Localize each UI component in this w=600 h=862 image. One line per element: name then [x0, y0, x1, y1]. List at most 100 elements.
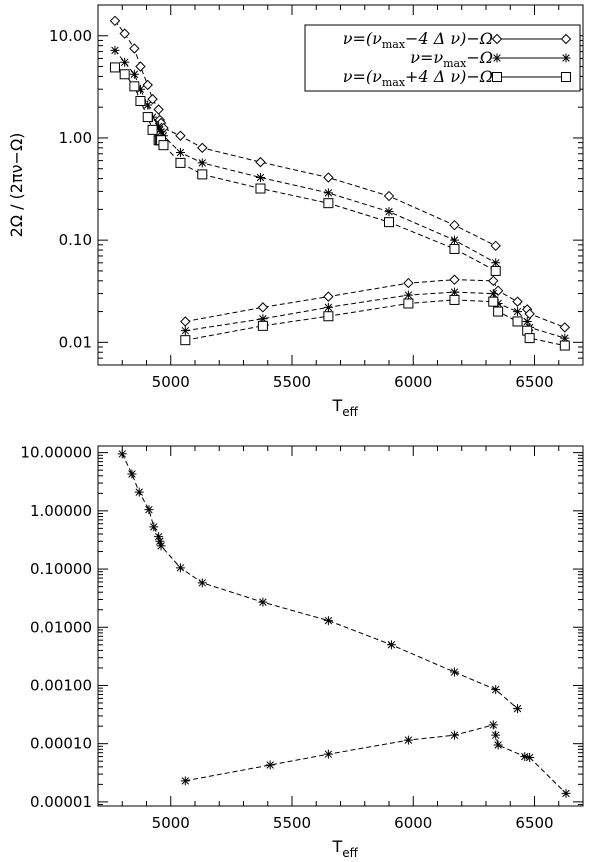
legend-marker	[491, 33, 503, 45]
series-0	[109, 15, 571, 333]
series-line-lower	[185, 279, 565, 328]
data-point	[403, 277, 414, 289]
data-point	[492, 285, 504, 296]
data-point	[255, 173, 265, 183]
x-tick-label: 5500	[273, 373, 311, 391]
data-point	[490, 265, 501, 276]
data-point	[512, 296, 523, 307]
y-axis-label: 2Ω / (2πν−Ω)	[7, 133, 26, 238]
data-point	[197, 578, 207, 588]
data-point	[156, 541, 166, 551]
y-tick-label: 0.00010	[30, 735, 92, 753]
series-line-upper	[121, 453, 518, 709]
data-point	[383, 190, 395, 202]
data-point	[156, 127, 166, 137]
legend-entry-label: ν=νmax−Ω	[410, 48, 493, 70]
data-point	[255, 156, 266, 168]
y-tick-label: 0.01000	[30, 618, 92, 636]
data-point	[493, 740, 503, 750]
data-point	[323, 188, 333, 198]
data-point	[175, 130, 186, 141]
data-point	[449, 243, 460, 254]
x-tick-label: 5000	[152, 814, 190, 832]
data-point	[109, 15, 121, 27]
data-point	[403, 298, 414, 309]
data-point	[154, 121, 164, 131]
data-point	[147, 124, 158, 135]
data-point	[403, 735, 413, 745]
series-line-lower	[185, 291, 565, 339]
data-point	[119, 69, 130, 80]
series-line-lower	[185, 724, 567, 794]
data-point	[180, 776, 190, 786]
bottom-panel: 5000 5500 6000 6500 0.00001 0.00010 0.00100 0.0…	[20, 444, 584, 860]
data-point	[153, 104, 164, 115]
data-point	[522, 316, 532, 326]
y-tick-label: 10.00000	[20, 444, 92, 462]
plot-frame	[97, 445, 584, 807]
data-point	[158, 140, 169, 151]
data-point	[323, 302, 333, 312]
data-point	[255, 183, 266, 194]
data-point	[180, 335, 191, 346]
data-point	[488, 289, 498, 299]
x-tick-label: 6500	[515, 814, 553, 832]
y-tick-label: 0.10	[59, 231, 92, 249]
data-point	[386, 640, 396, 650]
data-point	[197, 142, 208, 154]
y-tick-label: 1.00	[59, 129, 92, 147]
series-2	[109, 62, 570, 351]
data-point	[180, 326, 190, 336]
data-point	[488, 296, 499, 307]
data-point	[493, 306, 504, 317]
series-1	[110, 45, 570, 343]
data-point	[323, 172, 334, 183]
data-point	[512, 316, 523, 327]
data-point	[257, 302, 269, 313]
x-tick-label: 6500	[515, 373, 553, 391]
y-tick-label: 0.00001	[30, 793, 92, 811]
data-point	[135, 95, 146, 106]
data-point	[120, 57, 130, 67]
data-point	[144, 505, 154, 515]
legend-marker	[560, 33, 572, 45]
y-tick-label: 1.00000	[30, 502, 92, 520]
data-point	[449, 287, 459, 297]
data-point	[384, 217, 394, 228]
series-line-lower	[185, 299, 565, 347]
data-point	[449, 294, 460, 305]
data-point	[175, 157, 186, 168]
data-point	[127, 469, 137, 479]
data-point	[449, 274, 460, 285]
y-tick-label: 0.10000	[30, 560, 92, 578]
data-point	[491, 685, 501, 695]
top-panel: 5000 5500 6000 6500 0.01 0.10 1.00 10.00 Teff ν=(…	[7, 4, 584, 419]
data-point	[135, 61, 146, 72]
data-point	[154, 532, 164, 542]
data-point	[491, 730, 501, 740]
data-point	[403, 290, 413, 300]
data-point	[197, 169, 208, 180]
data-point	[323, 749, 333, 759]
data-point	[142, 112, 153, 123]
data-point	[155, 536, 165, 546]
data-point	[560, 333, 570, 343]
data-point	[258, 597, 268, 607]
data-point	[180, 316, 191, 327]
y-tick-label: 0.01	[59, 333, 92, 351]
data-point	[119, 28, 130, 39]
data-point	[559, 322, 571, 333]
x-tick-label: 6000	[394, 814, 432, 832]
data-point	[258, 314, 268, 324]
x-tick-label: 5000	[152, 373, 190, 391]
data-point	[175, 563, 185, 573]
data-point	[257, 320, 268, 331]
data-point	[559, 340, 570, 351]
data-point	[524, 333, 535, 344]
data-point	[491, 258, 501, 268]
legend-marker	[561, 72, 571, 82]
data-point	[142, 79, 153, 91]
data-point	[149, 522, 159, 532]
data-point	[197, 158, 207, 168]
